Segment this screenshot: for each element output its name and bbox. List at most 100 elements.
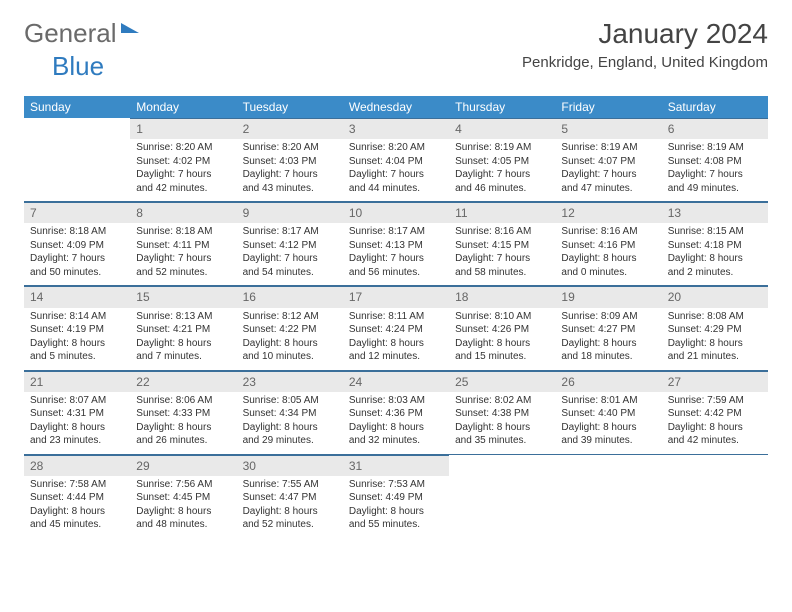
- calendar-day-cell: 19Sunrise: 8:09 AMSunset: 4:27 PMDayligh…: [555, 286, 661, 370]
- sunrise-text: Sunrise: 8:11 AM: [349, 310, 443, 324]
- sunrise-text: Sunrise: 7:56 AM: [136, 478, 230, 492]
- calendar-day-cell: 2Sunrise: 8:20 AMSunset: 4:03 PMDaylight…: [237, 118, 343, 202]
- sunset-text: Sunset: 4:42 PM: [668, 407, 762, 421]
- sunset-text: Sunset: 4:16 PM: [561, 239, 655, 253]
- day-number: 17: [343, 286, 449, 307]
- calendar-day-cell: 10Sunrise: 8:17 AMSunset: 4:13 PMDayligh…: [343, 202, 449, 286]
- sunrise-text: Sunrise: 8:20 AM: [136, 141, 230, 155]
- sunset-text: Sunset: 4:29 PM: [668, 323, 762, 337]
- sunset-text: Sunset: 4:26 PM: [455, 323, 549, 337]
- daylight-text: Daylight: 8 hours and 55 minutes.: [349, 505, 443, 532]
- sunset-text: Sunset: 4:04 PM: [349, 155, 443, 169]
- day-number: 20: [662, 286, 768, 307]
- weekday-header: Sunday: [24, 96, 130, 118]
- sunset-text: Sunset: 4:36 PM: [349, 407, 443, 421]
- weekday-header: Monday: [130, 96, 236, 118]
- day-number: 28: [24, 455, 130, 476]
- sunrise-text: Sunrise: 7:58 AM: [30, 478, 124, 492]
- calendar-week-row: 21Sunrise: 8:07 AMSunset: 4:31 PMDayligh…: [24, 370, 768, 454]
- sunset-text: Sunset: 4:47 PM: [243, 491, 337, 505]
- calendar-day-cell: 14Sunrise: 8:14 AMSunset: 4:19 PMDayligh…: [24, 286, 130, 370]
- sunrise-text: Sunrise: 8:17 AM: [349, 225, 443, 239]
- daylight-text: Daylight: 8 hours and 39 minutes.: [561, 421, 655, 448]
- daylight-text: Daylight: 8 hours and 0 minutes.: [561, 252, 655, 279]
- calendar-day-cell: [24, 118, 130, 202]
- sunrise-text: Sunrise: 8:02 AM: [455, 394, 549, 408]
- calendar-day-cell: 22Sunrise: 8:06 AMSunset: 4:33 PMDayligh…: [130, 370, 236, 454]
- day-number: 11: [449, 202, 555, 223]
- calendar-day-cell: 6Sunrise: 8:19 AMSunset: 4:08 PMDaylight…: [662, 118, 768, 202]
- daylight-text: Daylight: 7 hours and 42 minutes.: [136, 168, 230, 195]
- calendar-day-cell: 16Sunrise: 8:12 AMSunset: 4:22 PMDayligh…: [237, 286, 343, 370]
- calendar-day-cell: 4 Sunrise: 8:19 AMSunset: 4:05 PMDaylight…: [449, 118, 555, 202]
- sunrise-text: Sunrise: 8:16 AM: [561, 225, 655, 239]
- calendar-day-cell: 31Sunrise: 7:53 AMSunset: 4:49 PMDayligh…: [343, 454, 449, 538]
- day-number: 4: [449, 118, 555, 139]
- day-number: 22: [130, 371, 236, 392]
- daylight-text: Daylight: 8 hours and 35 minutes.: [455, 421, 549, 448]
- daylight-text: Daylight: 8 hours and 26 minutes.: [136, 421, 230, 448]
- daylight-text: Daylight: 7 hours and 46 minutes.: [455, 168, 549, 195]
- calendar-week-row: 28Sunrise: 7:58 AMSunset: 4:44 PMDayligh…: [24, 454, 768, 538]
- sunrise-text: Sunrise: 8:19 AM: [455, 141, 549, 155]
- calendar-day-cell: [449, 454, 555, 538]
- sunrise-text: Sunrise: 8:06 AM: [136, 394, 230, 408]
- sunset-text: Sunset: 4:18 PM: [668, 239, 762, 253]
- calendar-day-cell: 24Sunrise: 8:03 AMSunset: 4:36 PMDayligh…: [343, 370, 449, 454]
- calendar-week-row: 14Sunrise: 8:14 AMSunset: 4:19 PMDayligh…: [24, 286, 768, 370]
- calendar-day-cell: 11Sunrise: 8:16 AMSunset: 4:15 PMDayligh…: [449, 202, 555, 286]
- sunrise-text: Sunrise: 8:05 AM: [243, 394, 337, 408]
- day-number: 23: [237, 371, 343, 392]
- calendar-week-row: 1Sunrise: 8:20 AMSunset: 4:02 PMDaylight…: [24, 118, 768, 202]
- calendar-day-cell: 23Sunrise: 8:05 AMSunset: 4:34 PMDayligh…: [237, 370, 343, 454]
- sunrise-text: Sunrise: 8:01 AM: [561, 394, 655, 408]
- sunset-text: Sunset: 4:22 PM: [243, 323, 337, 337]
- daylight-text: Daylight: 8 hours and 5 minutes.: [30, 337, 124, 364]
- weekday-header: Wednesday: [343, 96, 449, 118]
- logo-word-2: Blue: [52, 51, 104, 82]
- sunset-text: Sunset: 4:24 PM: [349, 323, 443, 337]
- sunset-text: Sunset: 4:12 PM: [243, 239, 337, 253]
- day-number: 3: [343, 118, 449, 139]
- daylight-text: Daylight: 8 hours and 12 minutes.: [349, 337, 443, 364]
- sunrise-text: Sunrise: 8:13 AM: [136, 310, 230, 324]
- sunrise-text: Sunrise: 7:53 AM: [349, 478, 443, 492]
- weekday-header: Saturday: [662, 96, 768, 118]
- calendar-day-cell: 13Sunrise: 8:15 AMSunset: 4:18 PMDayligh…: [662, 202, 768, 286]
- sunrise-text: Sunrise: 8:08 AM: [668, 310, 762, 324]
- daylight-text: Daylight: 7 hours and 44 minutes.: [349, 168, 443, 195]
- daylight-text: Daylight: 7 hours and 49 minutes.: [668, 168, 762, 195]
- daylight-text: Daylight: 8 hours and 48 minutes.: [136, 505, 230, 532]
- sunset-text: Sunset: 4:49 PM: [349, 491, 443, 505]
- day-number: 15: [130, 286, 236, 307]
- sunrise-text: Sunrise: 8:19 AM: [561, 141, 655, 155]
- day-number: 21: [24, 371, 130, 392]
- logo-word-1: General: [24, 18, 117, 49]
- day-number: 19: [555, 286, 661, 307]
- sunrise-text: Sunrise: 8:10 AM: [455, 310, 549, 324]
- daylight-text: Daylight: 7 hours and 54 minutes.: [243, 252, 337, 279]
- day-number: 12: [555, 202, 661, 223]
- sunrise-text: Sunrise: 8:16 AM: [455, 225, 549, 239]
- day-number: 8: [130, 202, 236, 223]
- sunrise-text: Sunrise: 8:15 AM: [668, 225, 762, 239]
- daylight-text: Daylight: 8 hours and 52 minutes.: [243, 505, 337, 532]
- calendar-day-cell: 9Sunrise: 8:17 AMSunset: 4:12 PMDaylight…: [237, 202, 343, 286]
- calendar-day-cell: 26Sunrise: 8:01 AMSunset: 4:40 PMDayligh…: [555, 370, 661, 454]
- sunset-text: Sunset: 4:15 PM: [455, 239, 549, 253]
- calendar-day-cell: 30Sunrise: 7:55 AMSunset: 4:47 PMDayligh…: [237, 454, 343, 538]
- day-number: 24: [343, 371, 449, 392]
- sunset-text: Sunset: 4:05 PM: [455, 155, 549, 169]
- logo: General: [24, 18, 139, 49]
- sunset-text: Sunset: 4:38 PM: [455, 407, 549, 421]
- calendar-day-cell: 20Sunrise: 8:08 AMSunset: 4:29 PMDayligh…: [662, 286, 768, 370]
- sunset-text: Sunset: 4:09 PM: [30, 239, 124, 253]
- sunrise-text: Sunrise: 7:59 AM: [668, 394, 762, 408]
- weekday-header: Friday: [555, 96, 661, 118]
- sunset-text: Sunset: 4:45 PM: [136, 491, 230, 505]
- sunrise-text: Sunrise: 8:18 AM: [136, 225, 230, 239]
- calendar-day-cell: 5Sunrise: 8:19 AMSunset: 4:07 PMDaylight…: [555, 118, 661, 202]
- weekday-header-row: Sunday Monday Tuesday Wednesday Thursday…: [24, 96, 768, 118]
- day-number: 5: [555, 118, 661, 139]
- day-number: 29: [130, 455, 236, 476]
